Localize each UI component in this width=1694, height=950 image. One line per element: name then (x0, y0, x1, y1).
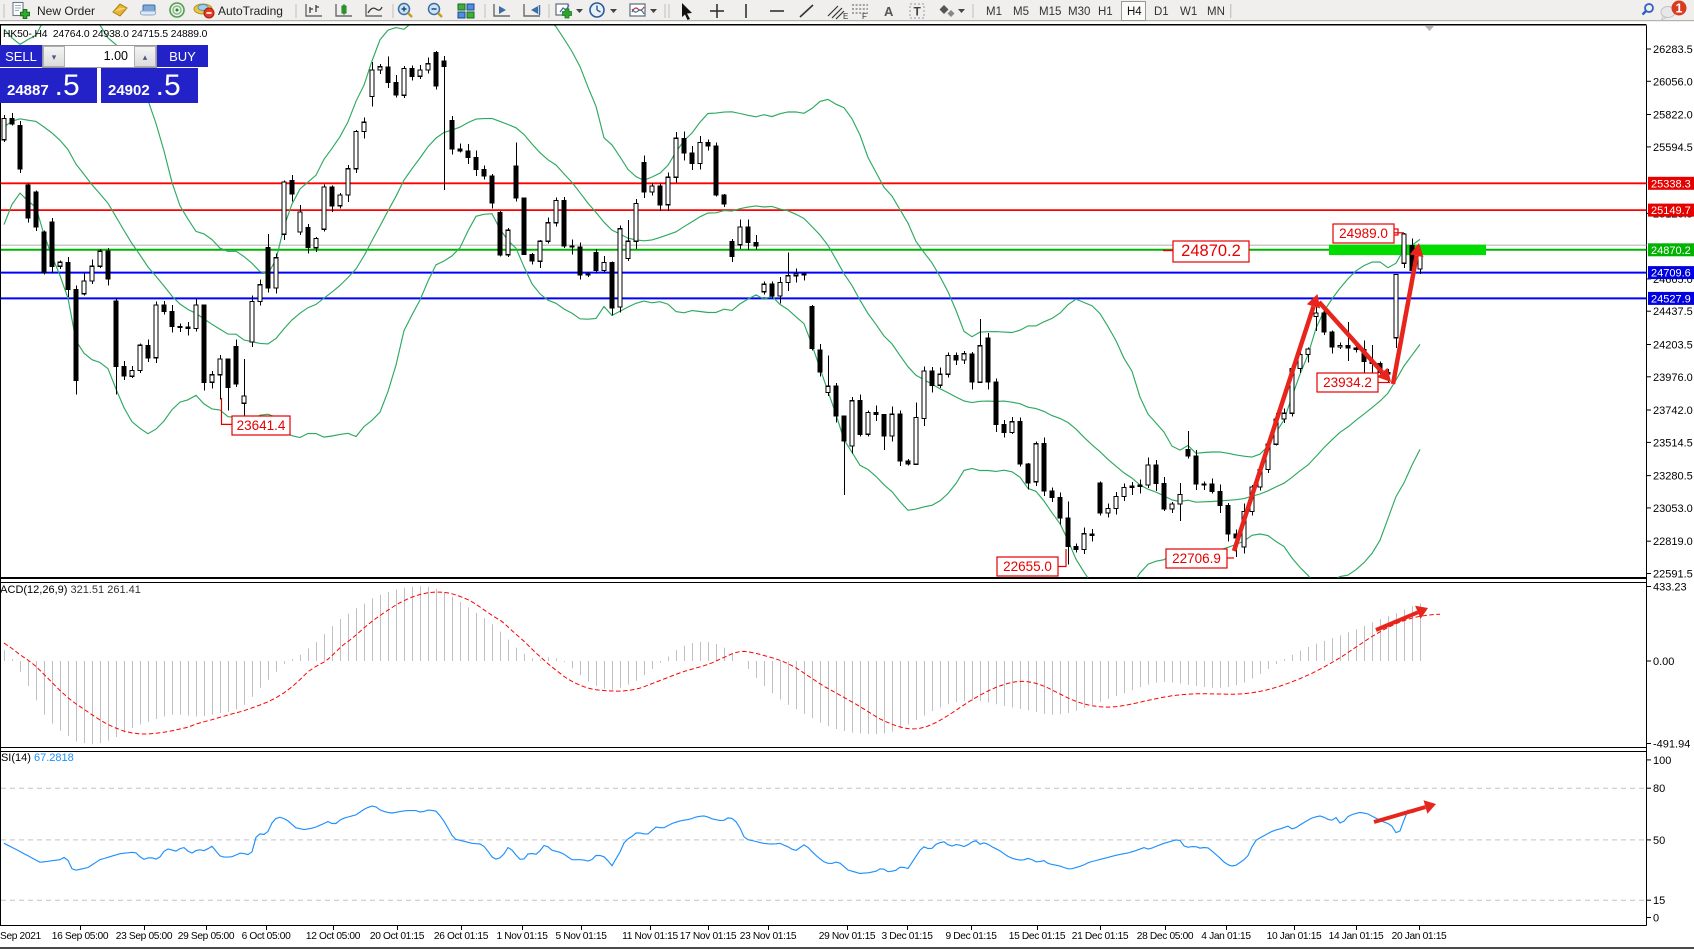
svg-text:17 Nov 01:15: 17 Nov 01:15 (680, 931, 737, 942)
svg-text:23280.5: 23280.5 (1653, 471, 1693, 483)
svg-text:22591.5: 22591.5 (1653, 569, 1693, 581)
svg-text:4 Jan 01:15: 4 Jan 01:15 (1201, 931, 1251, 942)
svg-text:29 Sep 05:00: 29 Sep 05:00 (178, 931, 235, 942)
svg-text:1 Nov 01:15: 1 Nov 01:15 (496, 931, 548, 942)
svg-text:23 Sep 05:00: 23 Sep 05:00 (116, 931, 173, 942)
svg-text:F: F (862, 12, 867, 21)
svg-text:MN: MN (1207, 6, 1225, 18)
svg-text:6 Oct 05:00: 6 Oct 05:00 (242, 931, 292, 942)
svg-text:20 Oct 01:15: 20 Oct 01:15 (370, 931, 425, 942)
svg-text:12 Oct 05:00: 12 Oct 05:00 (306, 931, 361, 942)
svg-text:M1: M1 (986, 6, 1002, 18)
svg-text:433.23: 433.23 (1653, 582, 1687, 594)
svg-text:D1: D1 (1154, 6, 1169, 18)
svg-text:23 Nov 01:15: 23 Nov 01:15 (740, 931, 797, 942)
svg-text:100: 100 (1653, 755, 1671, 767)
svg-text:22655.0: 22655.0 (1003, 559, 1052, 574)
svg-text:25338.3: 25338.3 (1651, 178, 1691, 190)
svg-text:10 Jan 01:15: 10 Jan 01:15 (1267, 931, 1322, 942)
svg-text:80: 80 (1653, 783, 1665, 795)
svg-text:23514.5: 23514.5 (1653, 437, 1693, 449)
svg-text:21 Dec 01:15: 21 Dec 01:15 (1072, 931, 1129, 942)
svg-text:Sep 2021: Sep 2021 (0, 931, 42, 942)
svg-text:24989.0: 24989.0 (1339, 226, 1388, 241)
svg-text:23976.0: 23976.0 (1653, 372, 1693, 384)
svg-text:11 Nov 01:15: 11 Nov 01:15 (622, 931, 678, 942)
svg-text:M15: M15 (1039, 6, 1061, 18)
svg-text:0.00: 0.00 (1653, 656, 1674, 668)
svg-text:-491.94: -491.94 (1653, 739, 1690, 751)
svg-text:3 Dec 01:15: 3 Dec 01:15 (881, 931, 933, 942)
svg-text:20 Jan 01:15: 20 Jan 01:15 (1392, 931, 1447, 942)
svg-text:23934.2: 23934.2 (1323, 375, 1372, 390)
svg-text:23053.0: 23053.0 (1653, 503, 1693, 515)
svg-text:T: T (914, 5, 922, 19)
svg-text:26 Oct 01:15: 26 Oct 01:15 (434, 931, 489, 942)
svg-text:New Order: New Order (37, 4, 95, 18)
svg-text:29 Nov 01:15: 29 Nov 01:15 (819, 931, 876, 942)
svg-text:15 Dec 01:15: 15 Dec 01:15 (1009, 931, 1066, 942)
svg-text:28 Dec 05:00: 28 Dec 05:00 (1137, 931, 1194, 942)
svg-text:24709.6: 24709.6 (1651, 268, 1691, 280)
svg-text:5 Nov 01:15: 5 Nov 01:15 (555, 931, 607, 942)
svg-text:16 Sep 05:00: 16 Sep 05:00 (52, 931, 109, 942)
svg-text:26056.0: 26056.0 (1653, 76, 1693, 88)
svg-text:H1: H1 (1098, 6, 1113, 18)
svg-text:9 Dec 01:15: 9 Dec 01:15 (945, 931, 997, 942)
svg-text:M30: M30 (1068, 6, 1090, 18)
svg-text:22706.9: 22706.9 (1172, 551, 1221, 566)
svg-text:22819.0: 22819.0 (1653, 536, 1693, 548)
svg-text:25149.7: 25149.7 (1651, 205, 1691, 217)
svg-text:50: 50 (1653, 835, 1665, 847)
svg-text:A: A (884, 4, 894, 19)
svg-text:24203.5: 24203.5 (1653, 340, 1693, 352)
svg-text:24437.5: 24437.5 (1653, 306, 1693, 318)
svg-text:0: 0 (1653, 913, 1659, 925)
svg-text:H4: H4 (1127, 6, 1142, 18)
svg-text:M5: M5 (1013, 6, 1029, 18)
svg-text:25594.5: 25594.5 (1653, 142, 1693, 154)
svg-text:AutoTrading: AutoTrading (218, 4, 283, 18)
svg-text:15: 15 (1653, 895, 1665, 907)
svg-text:HK50-,H4 24764.0 24938.0 2471: HK50-,H4 24764.0 24938.0 24715.5 24889.0 (3, 29, 208, 40)
svg-text:23742.0: 23742.0 (1653, 405, 1693, 417)
svg-text:24870.2: 24870.2 (1181, 242, 1241, 260)
svg-text:1: 1 (1676, 2, 1683, 16)
svg-text:W1: W1 (1180, 6, 1197, 18)
svg-text:MACD(12,26,9) 321.51 261.41: MACD(12,26,9) 321.51 261.41 (0, 584, 141, 596)
svg-text:14 Jan 01:15: 14 Jan 01:15 (1329, 931, 1384, 942)
svg-text:26283.5: 26283.5 (1653, 44, 1693, 56)
svg-text:25822.0: 25822.0 (1653, 110, 1693, 122)
svg-text:24527.9: 24527.9 (1651, 293, 1691, 305)
svg-text:RSI(14) 67.2818: RSI(14) 67.2818 (0, 752, 74, 764)
svg-text:23641.4: 23641.4 (237, 418, 286, 433)
svg-text:E: E (843, 12, 848, 21)
svg-text:24870.2: 24870.2 (1651, 245, 1691, 257)
